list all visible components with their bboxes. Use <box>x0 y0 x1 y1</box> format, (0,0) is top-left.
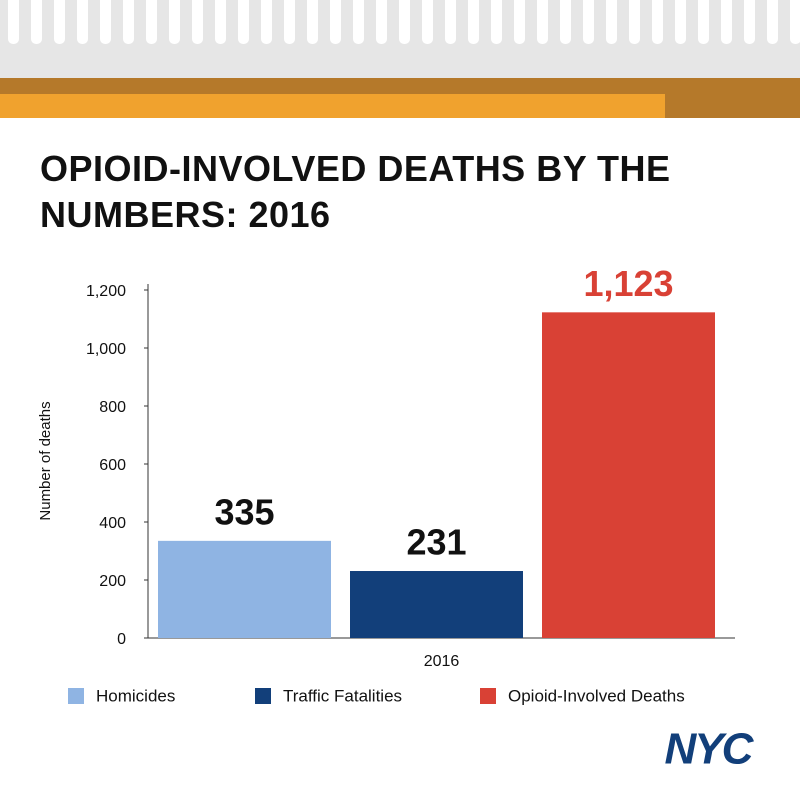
value-label: 335 <box>214 491 274 532</box>
bar <box>542 312 715 638</box>
stripe <box>123 0 134 44</box>
y-tick-label: 1,200 <box>86 283 126 300</box>
stripe <box>261 0 272 44</box>
y-tick-label: 1,000 <box>86 341 126 358</box>
stripe <box>100 0 111 44</box>
stripe <box>353 0 364 44</box>
stripe <box>491 0 502 44</box>
stripes <box>8 0 800 44</box>
y-tick-label: 800 <box>99 399 126 416</box>
stripe <box>169 0 180 44</box>
stripe <box>514 0 525 44</box>
bar <box>158 540 331 638</box>
legend-swatch <box>480 688 496 704</box>
value-label: 1,123 <box>583 263 673 304</box>
stripe <box>54 0 65 44</box>
y-tick-label: 200 <box>99 573 126 590</box>
stripe <box>537 0 548 44</box>
legend-label: Homicides <box>96 686 175 705</box>
stripe <box>721 0 732 44</box>
x-tick-label: 2016 <box>424 653 460 670</box>
stripe <box>238 0 249 44</box>
stripe <box>77 0 88 44</box>
y-tick-label: 600 <box>99 457 126 474</box>
stripe <box>468 0 479 44</box>
stripe <box>215 0 226 44</box>
stripe <box>330 0 341 44</box>
orange-band <box>0 94 665 118</box>
bar <box>350 571 523 638</box>
stripe <box>698 0 709 44</box>
stripe <box>307 0 318 44</box>
chart-title: OPIOID-INVOLVED DEATHS BY THE NUMBERS: 2… <box>40 148 671 235</box>
stripe <box>445 0 456 44</box>
stripe <box>629 0 640 44</box>
stripe <box>8 0 19 44</box>
logo: NYC <box>665 725 755 774</box>
stripe <box>146 0 157 44</box>
stripe <box>560 0 571 44</box>
stripe <box>606 0 617 44</box>
y-tick-label: 400 <box>99 515 126 532</box>
legend-swatch <box>68 688 84 704</box>
stripe <box>422 0 433 44</box>
stripe <box>583 0 594 44</box>
stripe <box>284 0 295 44</box>
stripe <box>675 0 686 44</box>
y-axis-label: Number of deaths <box>37 401 54 520</box>
stripe <box>31 0 42 44</box>
stripe <box>790 0 800 44</box>
stripe <box>652 0 663 44</box>
stripe <box>192 0 203 44</box>
y-tick-label: 0 <box>117 631 126 648</box>
legend-label: Opioid-Involved Deaths <box>508 686 685 705</box>
stripe <box>767 0 778 44</box>
legend-swatch <box>255 688 271 704</box>
stripe <box>399 0 410 44</box>
stripe <box>376 0 387 44</box>
stripe <box>744 0 755 44</box>
value-label: 231 <box>406 522 466 563</box>
legend-label: Traffic Fatalities <box>283 686 402 705</box>
